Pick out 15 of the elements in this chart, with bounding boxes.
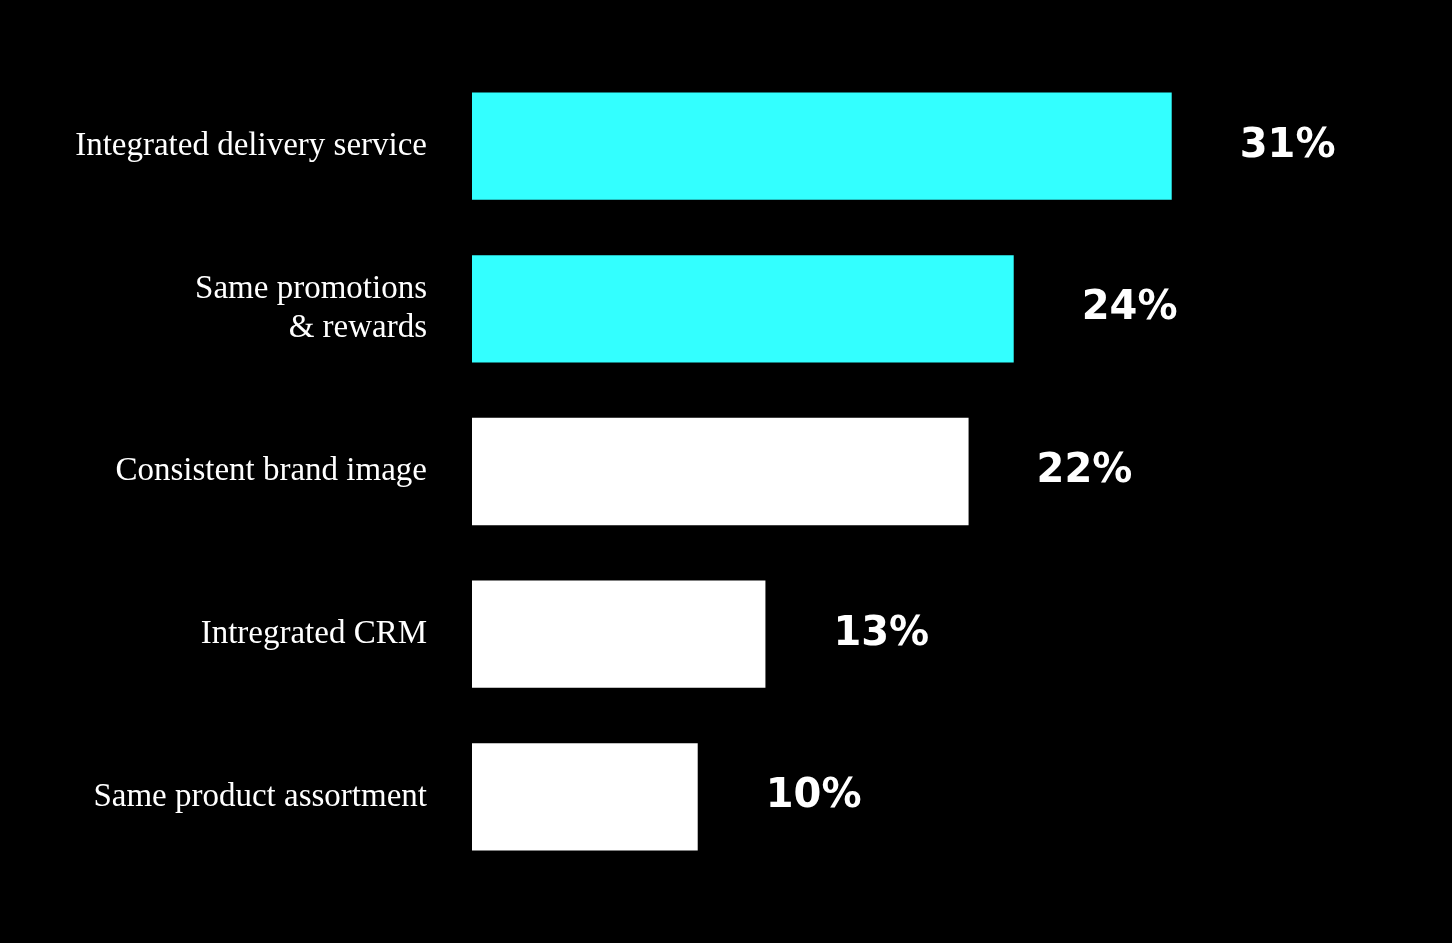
bar: [472, 743, 698, 851]
data-label: 13%: [833, 607, 930, 654]
bar: [472, 92, 1172, 200]
y-tick-label: Same promotions & rewards: [195, 268, 427, 345]
y-tick-label: Consistent brand image: [115, 451, 427, 488]
y-tick-label: Intregrated CRM: [200, 613, 427, 650]
y-tick-label: Same product assortment: [93, 776, 427, 813]
data-label: 24%: [1081, 282, 1178, 329]
bar: [472, 417, 969, 526]
data-label: 10%: [765, 770, 862, 817]
bar: [472, 580, 766, 688]
bar: [472, 255, 1014, 363]
data-label: 31%: [1239, 119, 1336, 166]
data-label: 22%: [1036, 444, 1133, 491]
y-tick-label: Integrated delivery service: [75, 125, 427, 162]
